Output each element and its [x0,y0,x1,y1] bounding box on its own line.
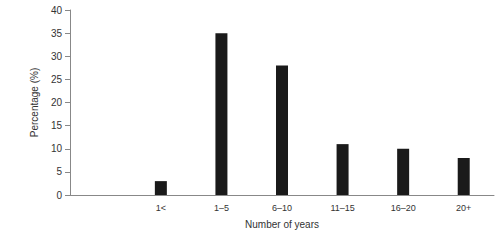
svg-text:5: 5 [56,166,62,177]
svg-text:16–20: 16–20 [391,203,416,213]
svg-text:1<: 1< [156,203,166,213]
svg-text:10: 10 [51,143,63,154]
svg-text:35: 35 [51,28,63,39]
svg-text:25: 25 [51,74,63,85]
svg-text:40: 40 [51,5,63,16]
svg-text:1–5: 1–5 [214,203,229,213]
svg-text:20+: 20+ [456,203,471,213]
svg-text:30: 30 [51,51,63,62]
svg-text:15: 15 [51,120,63,131]
svg-text:6–10: 6–10 [272,203,292,213]
svg-text:Percentage (%): Percentage (%) [29,68,40,137]
svg-text:11–15: 11–15 [330,203,354,213]
svg-text:Number of years: Number of years [245,219,319,230]
svg-text:20: 20 [51,97,63,108]
svg-text:0: 0 [56,190,62,201]
